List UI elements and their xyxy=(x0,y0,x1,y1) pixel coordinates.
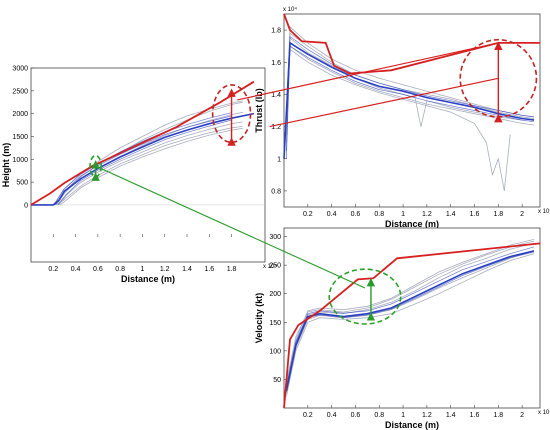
gray-trajectory-line xyxy=(286,243,535,389)
red-link-line xyxy=(269,77,499,128)
y-tick-label: 500 xyxy=(16,180,28,187)
y-tick-label: 100 xyxy=(269,348,281,355)
y-tick-label: 1.2 xyxy=(271,124,281,131)
x-tick-label: 1.6 xyxy=(470,412,480,419)
velocity-chart: 0.2 0.4 0.6 0.8 1 1.2 1.4 1.6 1.8 250100150200250… xyxy=(254,227,550,430)
y-tick-label: 1500 xyxy=(12,134,28,141)
x-tick-label: 0.6 xyxy=(351,412,361,419)
red-reference-line xyxy=(283,13,540,75)
x-exponent: x 10⁴ xyxy=(538,409,550,416)
x-tick-label: 0.6 xyxy=(93,266,103,273)
x-tick-label: 1.4 xyxy=(446,412,456,419)
gray-trajectory-line xyxy=(58,121,243,206)
x-tick-label: 1.8 xyxy=(493,412,503,419)
y-axis-label: Thrust (lb) xyxy=(254,88,264,133)
y-tick-label: 1.4 xyxy=(271,92,281,99)
x-exponent: x 10⁴ xyxy=(538,208,550,215)
x-tick-label: 1 xyxy=(401,412,405,419)
x-tick-label: 2 xyxy=(520,412,524,419)
gray-trajectory-line xyxy=(59,127,243,206)
gray-trajectory-line xyxy=(286,48,511,191)
blue-mean-line xyxy=(31,112,255,206)
x-tick-label: 0.4 xyxy=(327,412,337,419)
x-tick-label: 0.2 xyxy=(303,211,313,218)
y-tick-label: 250 xyxy=(269,263,281,270)
x-tick-label: 1.2 xyxy=(160,266,170,273)
x-tick-label: 1.6 xyxy=(204,266,214,273)
x-axis-label: Distance (m) xyxy=(121,274,175,284)
green-link-line xyxy=(95,165,366,289)
y-axis-label: Height (m) xyxy=(1,143,11,188)
x-tick-label: 0.8 xyxy=(115,266,125,273)
gray-trajectory-line xyxy=(52,100,243,206)
y-tick-label: 3000 xyxy=(12,66,28,73)
y-tick-label: 300 xyxy=(269,234,281,241)
height-error-ellipse xyxy=(211,84,252,144)
blue-trajectory-line xyxy=(54,112,232,206)
y-tick-label: 1.6 xyxy=(271,60,281,67)
x-tick-label: 1.2 xyxy=(422,211,432,218)
x-tick-label: 0.8 xyxy=(374,211,384,218)
x-tick-label: 1.6 xyxy=(470,211,480,218)
y-tick-label: 150 xyxy=(269,320,281,327)
blue-trajectory-line xyxy=(286,246,535,387)
y-tick-label: 2000 xyxy=(12,111,28,118)
x-tick-label: 1.4 xyxy=(446,211,456,218)
x-tick-label: 0.2 xyxy=(303,412,313,419)
plot-frame xyxy=(30,67,266,263)
y-tick-label: 1.8 xyxy=(271,28,281,35)
x-axis-label: Distance (m) xyxy=(385,420,439,430)
x-tick-label: 0.2 xyxy=(48,266,58,273)
red-link-line-upper xyxy=(237,42,499,101)
x-exponent: x 10⁴ xyxy=(263,263,277,270)
x-tick-label: 0.8 xyxy=(374,412,384,419)
y-tick-label: 0.8 xyxy=(271,188,281,195)
y-exponent: x 10⁴ xyxy=(283,6,297,13)
x-tick-label: 2 xyxy=(520,211,524,218)
y-tick-label: 1 xyxy=(277,156,281,163)
x-tick-label: 1.8 xyxy=(227,266,237,273)
thrust-chart: 0.2 0.4 0.6 0.8 1 1.2 1.4 1.6 1.8 2 0.8 1 1.2 1.4 1.6 1… xyxy=(254,6,550,229)
blue-trajectory-line xyxy=(57,119,232,206)
x-tick-label: 0.4 xyxy=(71,266,81,273)
x-axis-label: Distance (m) xyxy=(385,219,439,229)
y-tick-label: 200 xyxy=(269,291,281,298)
x-tick-label: 1 xyxy=(401,211,405,218)
gray-trajectory-line xyxy=(286,239,535,386)
x-tick-label: 1.8 xyxy=(493,211,503,218)
red-reference-line xyxy=(283,242,541,409)
y-tick-label: 0 xyxy=(24,202,28,209)
x-tick-label: 1.2 xyxy=(422,412,432,419)
blue-trajectory-line xyxy=(55,115,232,206)
x-tick-label: 0.6 xyxy=(351,211,361,218)
gray-trajectory-line xyxy=(286,253,535,397)
velocity-error-ellipse xyxy=(328,268,402,325)
annotation-overlay xyxy=(89,38,538,325)
y-tick-label: 2500 xyxy=(12,88,28,95)
x-tick-label: 1 xyxy=(140,266,144,273)
blue-mean-line xyxy=(285,250,535,392)
y-tick-label: 50 xyxy=(273,377,281,384)
x-tick-label: 1.4 xyxy=(182,266,192,273)
y-axis-label: Velocity (kt) xyxy=(254,293,264,344)
x-tick-label: 0.4 xyxy=(327,211,337,218)
y-tick-label: 1000 xyxy=(12,157,28,164)
height-chart: 0.2 0.4 0.6 0.8 1 1.2 1.4 1.6 1.8 0 500 1000 1500 200… xyxy=(1,66,277,285)
gray-trajectory-line xyxy=(286,240,535,383)
